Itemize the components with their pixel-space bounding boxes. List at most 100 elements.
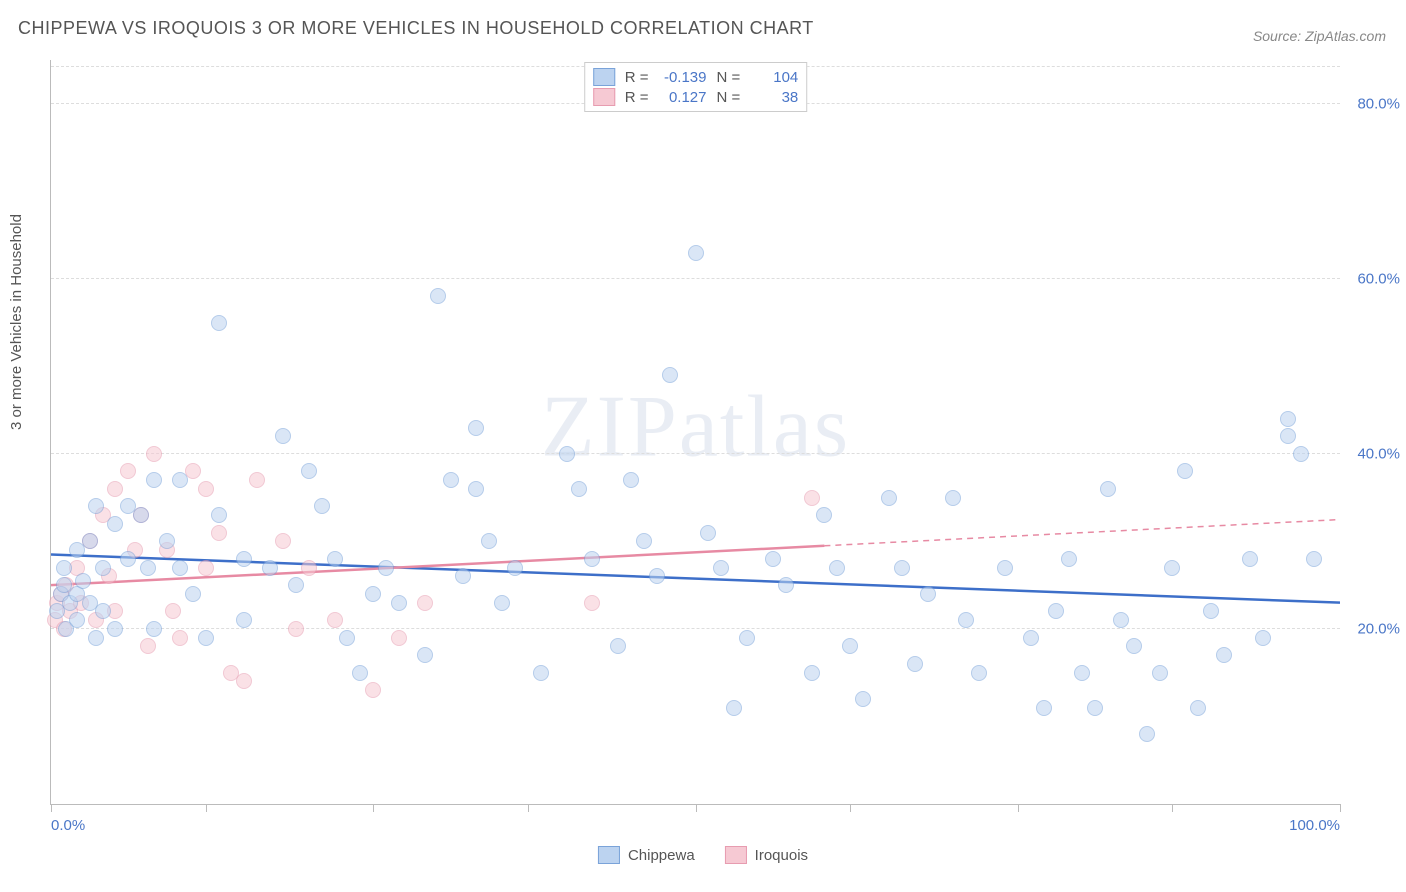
scatter-point-series1	[339, 630, 355, 646]
scatter-point-series1	[804, 665, 820, 681]
scatter-point-series1	[107, 516, 123, 532]
x-tick	[696, 804, 697, 812]
scatter-point-series1	[945, 490, 961, 506]
scatter-point-series1	[468, 420, 484, 436]
x-tick-label: 0.0%	[51, 817, 85, 834]
n-label-1: N =	[717, 69, 741, 86]
scatter-point-series1	[971, 665, 987, 681]
scatter-point-series1	[107, 621, 123, 637]
bottom-legend: Chippewa Iroquois	[598, 846, 808, 864]
scatter-point-series1	[1190, 700, 1206, 716]
scatter-point-series1	[713, 560, 729, 576]
scatter-point-series1	[1048, 603, 1064, 619]
stats-row-series2: R = 0.127 N = 38	[593, 87, 799, 107]
scatter-point-series1	[262, 560, 278, 576]
scatter-point-series1	[236, 612, 252, 628]
scatter-point-series1	[69, 612, 85, 628]
scatter-point-series1	[198, 630, 214, 646]
scatter-point-series1	[1280, 411, 1296, 427]
scatter-point-series1	[571, 481, 587, 497]
n-value-2: 38	[750, 89, 798, 106]
scatter-point-series1	[507, 560, 523, 576]
gridline	[51, 453, 1340, 454]
scatter-point-series2	[140, 638, 156, 654]
scatter-point-series2	[365, 682, 381, 698]
scatter-point-series1	[726, 700, 742, 716]
scatter-point-series1	[584, 551, 600, 567]
n-value-1: 104	[750, 69, 798, 86]
legend-swatch-series2	[725, 846, 747, 864]
r-label-2: R =	[625, 89, 649, 106]
legend-swatch-series1	[598, 846, 620, 864]
scatter-point-series1	[82, 533, 98, 549]
scatter-point-series1	[120, 551, 136, 567]
scatter-point-series1	[301, 463, 317, 479]
r-value-2: 0.127	[659, 89, 707, 106]
scatter-point-series1	[997, 560, 1013, 576]
gridline	[51, 278, 1340, 279]
scatter-point-series1	[172, 560, 188, 576]
x-tick	[1172, 804, 1173, 812]
stats-row-series1: R = -0.139 N = 104	[593, 67, 799, 87]
scatter-point-series2	[165, 603, 181, 619]
swatch-series2	[593, 88, 615, 106]
scatter-point-series1	[95, 603, 111, 619]
scatter-point-series1	[365, 586, 381, 602]
scatter-point-series1	[211, 315, 227, 331]
scatter-point-series1	[211, 507, 227, 523]
trendlines-layer	[51, 60, 1340, 804]
scatter-point-series2	[327, 612, 343, 628]
scatter-point-series1	[765, 551, 781, 567]
scatter-point-series1	[327, 551, 343, 567]
scatter-point-series1	[739, 630, 755, 646]
scatter-point-series1	[1126, 638, 1142, 654]
scatter-point-series1	[1216, 647, 1232, 663]
scatter-point-series1	[236, 551, 252, 567]
scatter-point-series1	[288, 577, 304, 593]
scatter-point-series1	[816, 507, 832, 523]
scatter-point-series1	[700, 525, 716, 541]
scatter-point-series1	[1255, 630, 1271, 646]
scatter-point-series1	[88, 498, 104, 514]
scatter-point-series1	[185, 586, 201, 602]
r-label-1: R =	[625, 69, 649, 86]
scatter-point-series1	[894, 560, 910, 576]
legend-label-series1: Chippewa	[628, 847, 695, 864]
scatter-point-series2	[198, 560, 214, 576]
scatter-point-series2	[211, 525, 227, 541]
scatter-point-series1	[1023, 630, 1039, 646]
x-tick	[1340, 804, 1341, 812]
legend-item-series2: Iroquois	[725, 846, 808, 864]
x-tick	[51, 804, 52, 812]
scatter-point-series1	[1074, 665, 1090, 681]
scatter-point-series1	[829, 560, 845, 576]
scatter-point-series2	[236, 673, 252, 689]
scatter-point-series1	[314, 498, 330, 514]
scatter-point-series1	[623, 472, 639, 488]
scatter-point-series1	[1164, 560, 1180, 576]
scatter-point-series1	[75, 573, 91, 589]
scatter-point-series2	[120, 463, 136, 479]
y-tick-label: 80.0%	[1357, 95, 1400, 112]
scatter-point-series1	[610, 638, 626, 654]
watermark-text: ZIPatlas	[541, 376, 850, 477]
y-tick-label: 20.0%	[1357, 620, 1400, 637]
scatter-point-series1	[958, 612, 974, 628]
scatter-point-series1	[468, 481, 484, 497]
source-attribution: Source: ZipAtlas.com	[1253, 28, 1386, 44]
scatter-point-series1	[1177, 463, 1193, 479]
scatter-point-series2	[584, 595, 600, 611]
scatter-point-series1	[443, 472, 459, 488]
scatter-point-series1	[1061, 551, 1077, 567]
scatter-point-series1	[1242, 551, 1258, 567]
scatter-point-series2	[301, 560, 317, 576]
scatter-point-series1	[1113, 612, 1129, 628]
x-tick	[850, 804, 851, 812]
x-tick-label: 100.0%	[1289, 817, 1340, 834]
scatter-point-series1	[1152, 665, 1168, 681]
trendline-series2-dashed	[824, 520, 1340, 546]
x-tick	[206, 804, 207, 812]
scatter-point-series1	[417, 647, 433, 663]
scatter-point-series1	[649, 568, 665, 584]
scatter-point-series1	[140, 560, 156, 576]
